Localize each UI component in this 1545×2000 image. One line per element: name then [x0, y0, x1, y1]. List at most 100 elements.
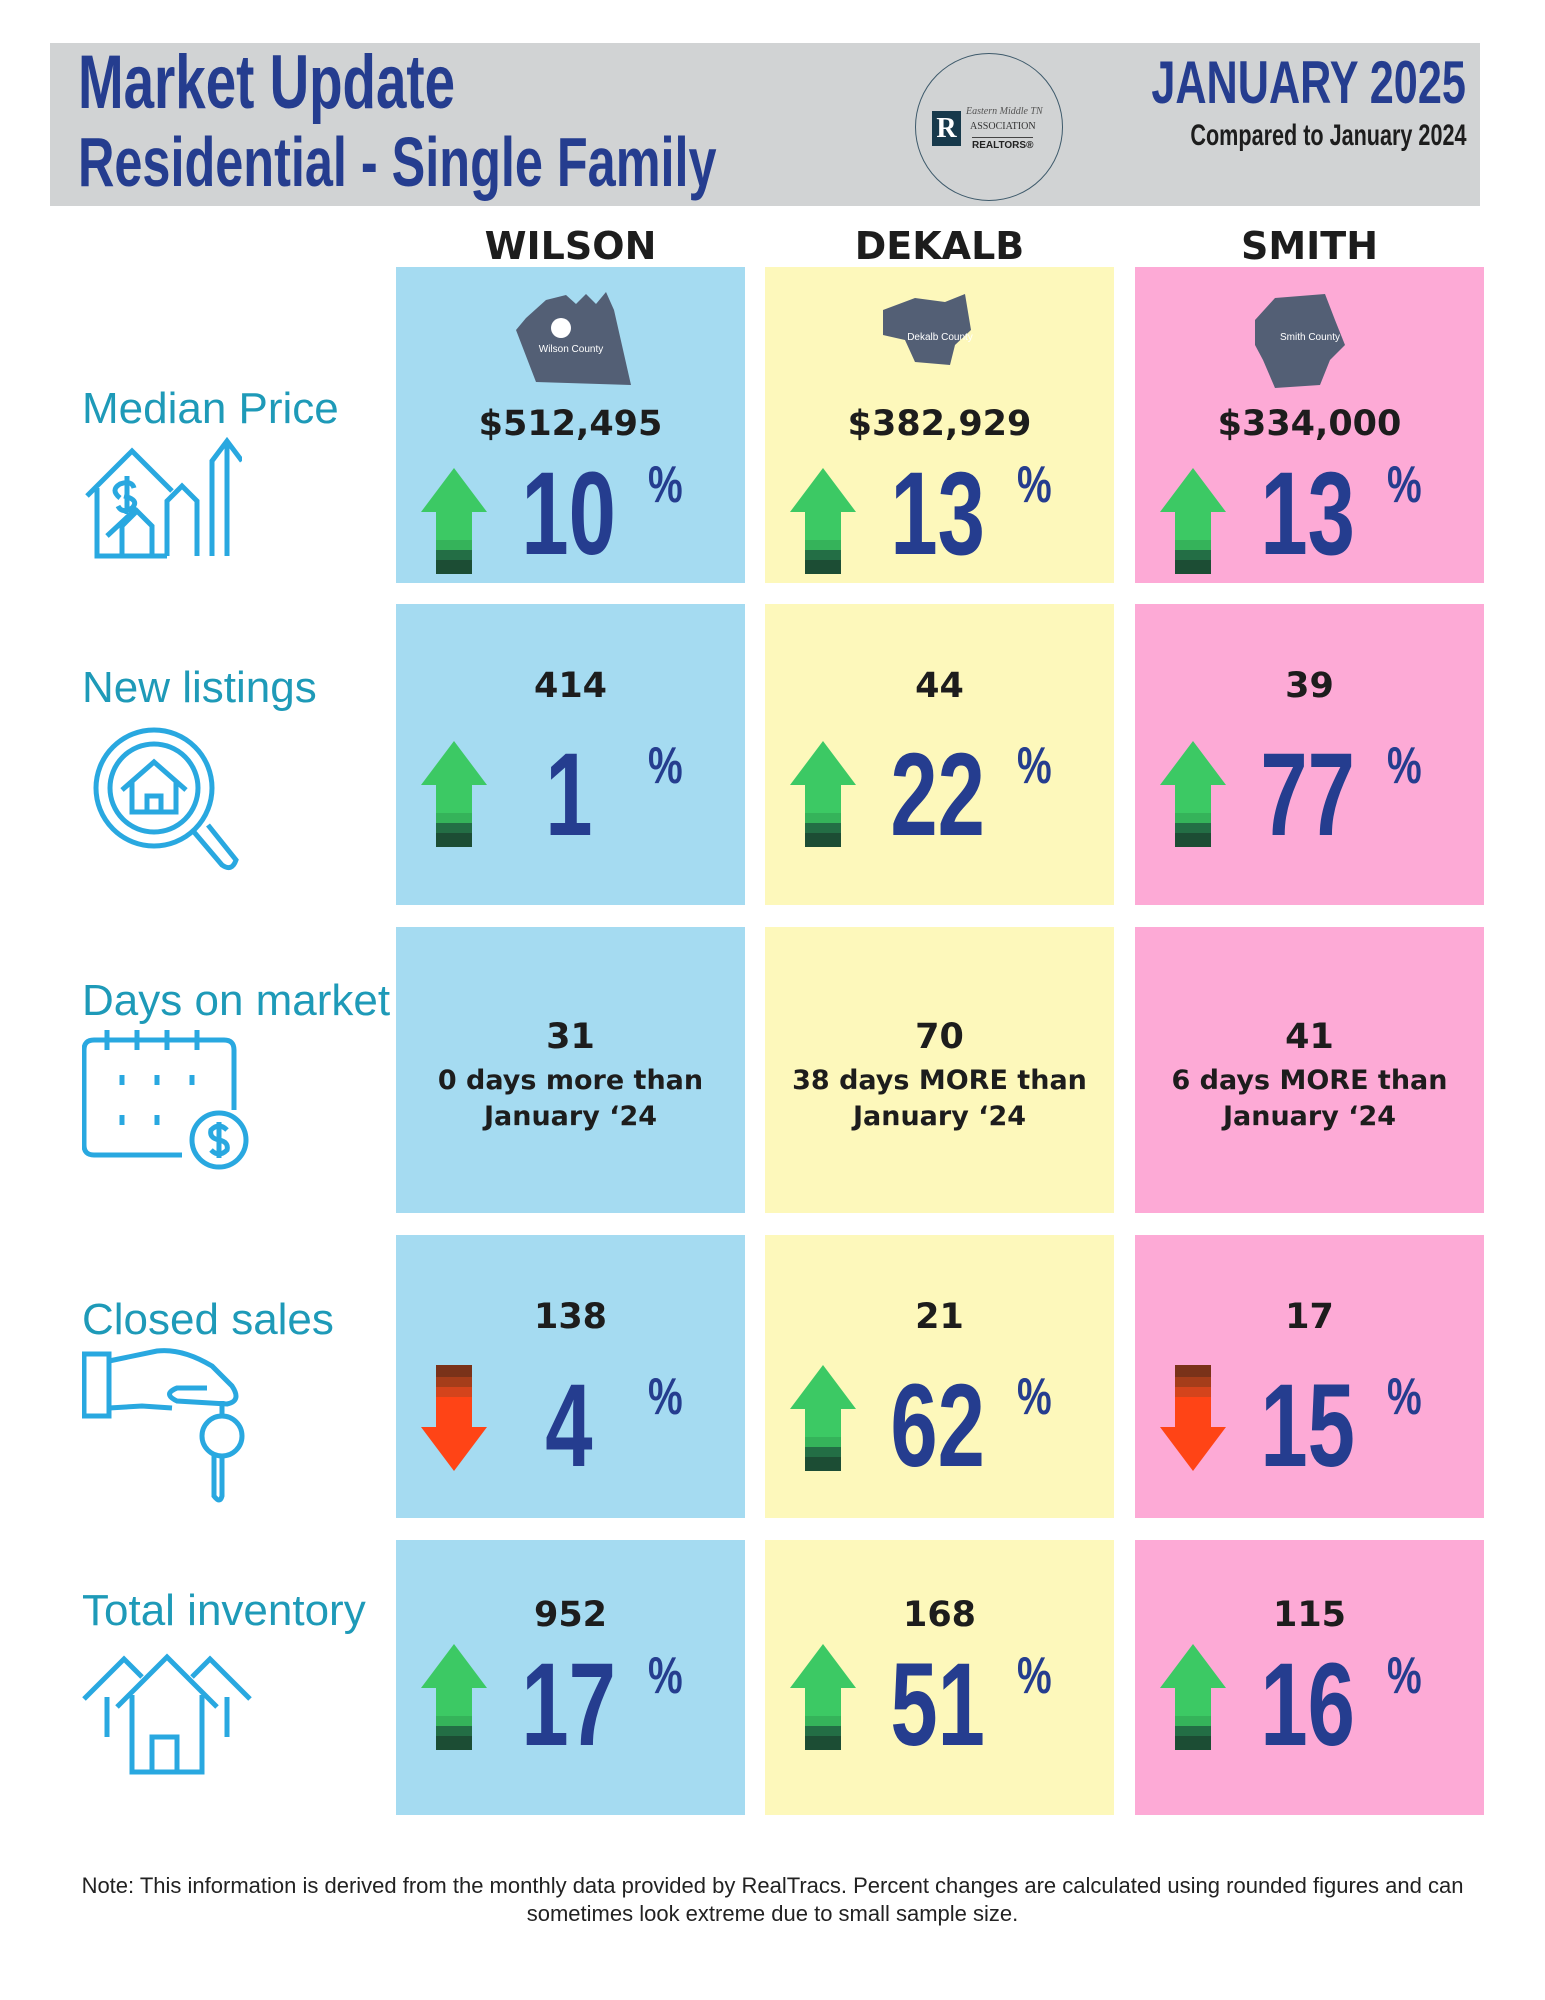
- percent-value: 4: [545, 1360, 593, 1492]
- comparison-period: Compared to January 2024: [1189, 119, 1466, 152]
- report-month: JANUARY 2025: [1151, 49, 1466, 116]
- house-price-growth-icon: [82, 436, 244, 566]
- wilson-county-map-icon: Wilson County: [516, 292, 631, 385]
- houses-icon: [82, 1637, 252, 1782]
- dekalb-closed-sales-cell: 21 62%: [765, 1235, 1114, 1518]
- percent-change: 16: [1233, 1646, 1383, 1764]
- logo-line-2: ASSOCIATION: [970, 121, 1036, 132]
- percent-sign: %: [1387, 737, 1422, 795]
- percent-sign: %: [1387, 1647, 1422, 1705]
- percent-value: 1: [545, 729, 593, 861]
- county-map-label: Smith County: [1280, 332, 1340, 343]
- metric-label-days-on-market: Days on market: [82, 976, 391, 1025]
- association-logo: R Eastern Middle TN ASSOCIATION REALTORS…: [915, 53, 1063, 201]
- dekalb-new-listings-cell: 44 22%: [765, 604, 1114, 905]
- wilson-total-inventory-cell: 952 17%: [396, 1540, 745, 1815]
- column-header-wilson: WILSON: [484, 224, 657, 268]
- percent-value: 13: [1260, 448, 1356, 580]
- percent-sign: %: [648, 1647, 683, 1705]
- change-text-line-2: January ‘24: [852, 1101, 1027, 1132]
- smith-closed-sales-cell: 17 15%: [1135, 1235, 1484, 1518]
- calendar-dollar-icon: [81, 1030, 252, 1175]
- percent-sign: %: [648, 456, 683, 514]
- arrow-up-icon: [421, 741, 487, 852]
- arrow-up-icon: [1160, 468, 1226, 579]
- metric-value: 17: [1285, 1297, 1334, 1337]
- arrow-down-icon: [1160, 1365, 1226, 1476]
- wilson-new-listings-cell: 414 1%: [396, 604, 745, 905]
- percent-change: 77: [1233, 736, 1383, 854]
- metric-label-closed-sales: Closed sales: [82, 1295, 334, 1344]
- change-text-line-2: January ‘24: [483, 1101, 658, 1132]
- metric-value: $512,495: [478, 404, 663, 444]
- percent-change: 17: [494, 1646, 644, 1764]
- percent-value: 62: [890, 1360, 986, 1492]
- logo-line-3: REALTORS®: [972, 137, 1034, 152]
- arrow-down-icon: [421, 1365, 487, 1476]
- metric-value: 41: [1285, 1017, 1334, 1057]
- percent-sign: %: [648, 737, 683, 795]
- percent-sign: %: [1387, 1368, 1422, 1426]
- dekalb-median-price-cell: Dekalb County $382,929 13%: [765, 267, 1114, 583]
- dekalb-days-on-market-cell: 70 38 days MORE than January ‘24: [765, 927, 1114, 1213]
- hand-key-icon: [81, 1346, 252, 1511]
- metric-value: 70: [915, 1017, 964, 1057]
- change-text-line-1: 38 days MORE than: [792, 1065, 1087, 1096]
- percent-change: 62: [863, 1367, 1013, 1485]
- metric-label-median-price: Median Price: [82, 384, 339, 433]
- footnote: Note: This information is derived from t…: [81, 1873, 1464, 1926]
- column-header-smith: SMITH: [1240, 224, 1379, 268]
- percent-change: 51: [863, 1646, 1013, 1764]
- percent-value: 13: [890, 448, 986, 580]
- realtor-r-icon: R: [932, 111, 961, 146]
- change-text-line-1: 6 days MORE than: [1171, 1065, 1448, 1096]
- percent-change: 15: [1233, 1367, 1383, 1485]
- metric-value: $382,929: [847, 404, 1032, 444]
- percent-change: 22: [863, 736, 1013, 854]
- smith-county-map-icon: Smith County: [1255, 294, 1345, 388]
- metric-label-new-listings: New listings: [82, 663, 317, 712]
- percent-value: 51: [890, 1639, 986, 1771]
- percent-sign: %: [1017, 1647, 1052, 1705]
- wilson-days-on-market-cell: 31 0 days more than January ‘24: [396, 927, 745, 1213]
- wilson-closed-sales-cell: 138 4%: [396, 1235, 745, 1518]
- percent-sign: %: [648, 1368, 683, 1426]
- percent-sign: %: [1387, 456, 1422, 514]
- arrow-up-icon: [790, 741, 856, 852]
- dekalb-total-inventory-cell: 168 51%: [765, 1540, 1114, 1815]
- page-title: Market Update: [78, 40, 456, 125]
- smith-days-on-market-cell: 41 6 days MORE than January ‘24: [1135, 927, 1484, 1213]
- arrow-up-icon: [1160, 1644, 1226, 1755]
- percent-sign: %: [1017, 456, 1052, 514]
- county-map-label: Dekalb County: [907, 332, 973, 343]
- metric-value: 115: [1272, 1595, 1347, 1635]
- smith-new-listings-cell: 39 77%: [1135, 604, 1484, 905]
- metric-value: 138: [533, 1297, 608, 1337]
- metric-value: 414: [533, 666, 608, 706]
- wilson-median-price-cell: Wilson County $512,495 10%: [396, 267, 745, 583]
- arrow-up-icon: [790, 468, 856, 579]
- percent-value: 16: [1260, 1639, 1356, 1771]
- percent-change: 13: [1233, 455, 1383, 573]
- metric-value: 31: [546, 1017, 595, 1057]
- header-banner: Market Update Residential - Single Famil…: [50, 43, 1480, 206]
- dekalb-county-map-icon: Dekalb County: [883, 294, 973, 365]
- percent-change: 13: [863, 455, 1013, 573]
- column-header-dekalb: DEKALB: [854, 224, 1025, 268]
- change-text-line-2: January ‘24: [1222, 1101, 1397, 1132]
- metric-value: 39: [1285, 666, 1334, 706]
- percent-change: 10: [494, 455, 644, 573]
- metric-value: 21: [915, 1297, 964, 1337]
- arrow-up-icon: [421, 468, 487, 579]
- arrow-up-icon: [790, 1644, 856, 1755]
- logo-line-1: Eastern Middle TN: [966, 106, 1043, 117]
- percent-value: 10: [521, 448, 617, 580]
- percent-sign: %: [1017, 737, 1052, 795]
- percent-change: 4: [494, 1367, 644, 1485]
- change-text-line-1: 0 days more than: [437, 1065, 704, 1096]
- house-search-icon: [82, 720, 242, 880]
- percent-value: 15: [1260, 1360, 1356, 1492]
- page-subtitle: Residential - Single Family: [78, 123, 717, 201]
- percent-value: 22: [890, 729, 986, 861]
- metric-value: 44: [915, 666, 964, 706]
